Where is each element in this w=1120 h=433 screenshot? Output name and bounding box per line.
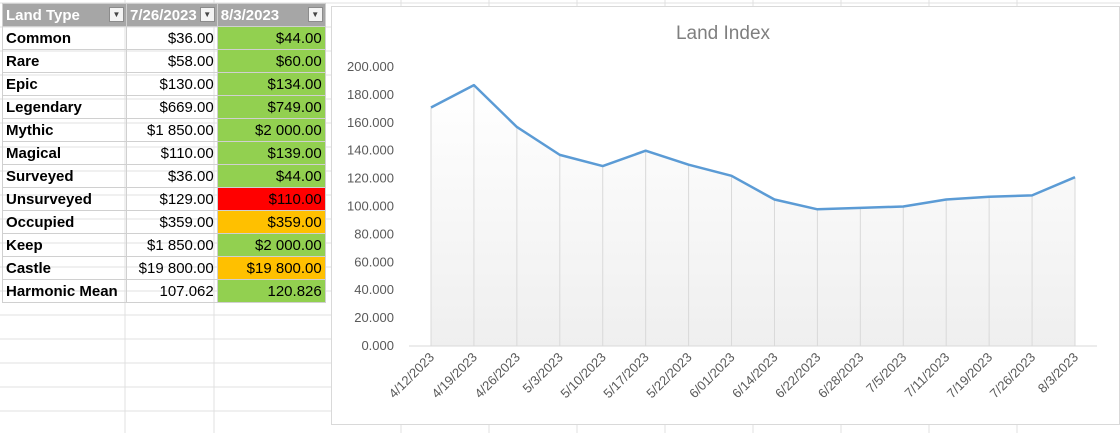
x-tick-label: 5/17/2023 xyxy=(600,350,652,402)
y-tick-label: 180.000 xyxy=(347,87,394,102)
y-tick-label: 60.000 xyxy=(354,254,394,269)
cell-prev-price[interactable]: $1 850.00 xyxy=(126,118,218,142)
y-tick-label: 0.000 xyxy=(361,338,394,353)
cell-land-type[interactable]: Unsurveyed xyxy=(2,187,127,211)
cell-curr-price[interactable]: $749.00 xyxy=(216,95,326,119)
header-prev-date[interactable]: 7/26/2023 ▼ xyxy=(126,3,218,27)
table-row: Rare $58.00 $60.00 xyxy=(2,49,326,73)
table-row: Castle $19 800.00 $19 800.00 xyxy=(2,256,326,280)
cell-curr-price[interactable]: $19 800.00 xyxy=(216,256,326,280)
y-tick-label: 40.000 xyxy=(354,282,394,297)
header-label: 7/26/2023 xyxy=(130,6,197,24)
plot-area: 0.000 20.000 40.000 60.000 80.000 100.000 120.… xyxy=(347,59,1097,401)
table-row: Surveyed $36.00 $44.00 xyxy=(2,164,326,188)
cell-prev-price[interactable]: $1 850.00 xyxy=(126,233,218,257)
cell-curr-price[interactable]: $44.00 xyxy=(216,164,326,188)
table-header-row: Land Type ▼ 7/26/2023 ▼ 8/3/2023 ▼ xyxy=(2,3,326,27)
chart-title: Land Index xyxy=(676,23,771,44)
table-row: Legendary $669.00 $749.00 xyxy=(2,95,326,119)
x-tick-label: 4/12/2023 xyxy=(386,350,438,402)
cell-land-type[interactable]: Magical xyxy=(2,141,127,165)
cell-land-type[interactable]: Keep xyxy=(2,233,127,257)
chart-canvas: Land Index 0.000 20.000 40.000 60.000 80.000… xyxy=(347,23,1097,401)
cell-curr-price[interactable]: $2 000.00 xyxy=(216,233,326,257)
cell-curr-price[interactable]: 120.826 xyxy=(216,279,326,303)
y-tick-label: 20.000 xyxy=(354,310,394,325)
header-label: Land Type xyxy=(6,6,80,24)
land-price-table: Land Type ▼ 7/26/2023 ▼ 8/3/2023 ▼ Common $3… xyxy=(2,3,326,303)
cell-curr-price[interactable]: $2 000.00 xyxy=(216,118,326,142)
y-tick-label: 200.000 xyxy=(347,59,394,74)
table-row: Unsurveyed $129.00 $110.00 xyxy=(2,187,326,211)
cell-prev-price[interactable]: $110.00 xyxy=(126,141,218,165)
x-tick-label: 7/26/2023 xyxy=(987,350,1039,402)
cell-prev-price[interactable]: $669.00 xyxy=(126,95,218,119)
table-row: Occupied $359.00 $359.00 xyxy=(2,210,326,234)
x-tick-label: 7/19/2023 xyxy=(944,350,996,402)
x-tick-label: 6/28/2023 xyxy=(815,350,867,402)
cell-land-type[interactable]: Rare xyxy=(2,49,127,73)
cell-land-type[interactable]: Surveyed xyxy=(2,164,127,188)
table-row: Harmonic Mean 107.062 120.826 xyxy=(2,279,326,303)
cell-prev-price[interactable]: $359.00 xyxy=(126,210,218,234)
cell-land-type[interactable]: Legendary xyxy=(2,95,127,119)
x-tick-label: 6/01/2023 xyxy=(686,350,738,402)
cell-curr-price[interactable]: $359.00 xyxy=(216,210,326,234)
table-row: Epic $130.00 $134.00 xyxy=(2,72,326,96)
cell-prev-price[interactable]: $129.00 xyxy=(126,187,218,211)
cell-curr-price[interactable]: $110.00 xyxy=(216,187,326,211)
cell-land-type[interactable]: Occupied xyxy=(2,210,127,234)
series-line[interactable] xyxy=(430,83,1076,211)
cell-land-type[interactable]: Castle xyxy=(2,256,127,280)
y-tick-label: 80.000 xyxy=(354,226,394,241)
x-tick-label: 4/26/2023 xyxy=(471,350,523,402)
x-tick-label: 5/10/2023 xyxy=(557,350,609,402)
cell-curr-price[interactable]: $134.00 xyxy=(216,72,326,96)
cell-prev-price[interactable]: $36.00 xyxy=(126,164,218,188)
header-label: 8/3/2023 xyxy=(220,6,280,24)
x-tick-label: 8/3/2023 xyxy=(1035,350,1081,396)
cell-prev-price[interactable]: $130.00 xyxy=(126,72,218,96)
x-tick-label: 6/14/2023 xyxy=(729,350,781,402)
table-row: Mythic $1 850.00 $2 000.00 xyxy=(2,118,326,142)
filter-dropdown-icon[interactable]: ▼ xyxy=(199,7,215,22)
cell-land-type[interactable]: Harmonic Mean xyxy=(2,279,127,303)
cell-land-type[interactable]: Mythic xyxy=(2,118,127,142)
x-tick-label: 4/19/2023 xyxy=(429,350,481,402)
table-body: Common $36.00 $44.00 Rare $58.00 $60.00 Epic $1… xyxy=(2,26,326,303)
y-tick-label: 160.000 xyxy=(347,115,394,130)
cell-prev-price[interactable]: 107.062 xyxy=(126,279,218,303)
cell-curr-price[interactable]: $44.00 xyxy=(216,26,326,50)
x-tick-label: 5/22/2023 xyxy=(643,350,695,402)
land-index-chart[interactable]: Land Index 0.000 20.000 40.000 60.000 80.000… xyxy=(331,6,1120,425)
series-area-fill xyxy=(431,85,1075,346)
table-row: Magical $110.00 $139.00 xyxy=(2,141,326,165)
header-land-type[interactable]: Land Type ▼ xyxy=(2,3,127,27)
cell-land-type[interactable]: Common xyxy=(2,26,127,50)
filter-dropdown-icon[interactable]: ▼ xyxy=(109,7,124,22)
y-tick-label: 120.000 xyxy=(347,171,394,186)
header-curr-date[interactable]: 8/3/2023 ▼ xyxy=(216,3,326,27)
y-tick-label: 100.000 xyxy=(347,199,394,214)
cell-prev-price[interactable]: $58.00 xyxy=(126,49,218,73)
cell-prev-price[interactable]: $19 800.00 xyxy=(126,256,218,280)
cell-prev-price[interactable]: $36.00 xyxy=(126,26,218,50)
x-tick-label: 6/22/2023 xyxy=(772,350,824,402)
table-row: Keep $1 850.00 $2 000.00 xyxy=(2,233,326,257)
cell-curr-price[interactable]: $139.00 xyxy=(216,141,326,165)
filter-dropdown-icon[interactable]: ▼ xyxy=(307,7,323,22)
y-tick-label: 140.000 xyxy=(347,143,394,158)
cell-curr-price[interactable]: $60.00 xyxy=(216,49,326,73)
cell-land-type[interactable]: Epic xyxy=(2,72,127,96)
table-row: Common $36.00 $44.00 xyxy=(2,26,326,50)
